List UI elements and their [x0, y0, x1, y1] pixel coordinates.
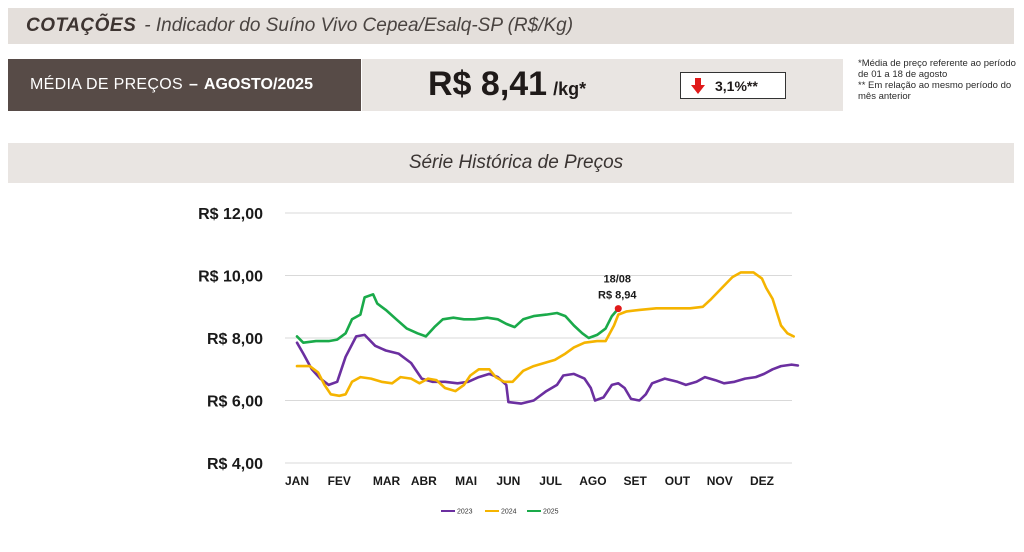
x-tick-label: NOV — [707, 474, 733, 488]
x-tick-label: JUL — [539, 474, 562, 488]
series-line-2024 — [295, 271, 795, 398]
footnote-1: *Média de preço referente ao período de … — [858, 58, 1016, 80]
legend-label-2025: 2025 — [543, 509, 559, 516]
average-price-unit: /kg* — [553, 79, 587, 99]
header-title-rest: - Indicador do Suíno Vivo Cepea/Esalq-SP… — [144, 15, 574, 36]
series-title: Série Histórica de Preços — [408, 152, 624, 173]
x-tick-label: DEZ — [750, 474, 774, 488]
x-tick-label: OUT — [665, 474, 691, 488]
average-price-value: R$ 8,41 — [428, 65, 548, 103]
x-tick-label: SET — [624, 474, 648, 488]
x-tick-label: MAR — [373, 474, 401, 488]
average-price-month: AGOSTO/2025 — [203, 76, 313, 93]
average-price-value-wrap: R$ 8,41/kg* — [428, 65, 586, 104]
header-bar: COTAÇÕES - Indicador do Suíno Vivo Cepea… — [8, 8, 1014, 44]
legend-label-2023: 2023 — [457, 509, 473, 516]
y-tick-label: R$ 8,00 — [207, 331, 263, 348]
footnote-2: ** Em relação ao mesmo período do mês an… — [858, 80, 1012, 102]
series-title-bar: Série Histórica de Preços — [8, 143, 1014, 183]
legend-label-2024: 2024 — [501, 509, 517, 516]
average-price-label: MÉDIA DE PREÇOS — [30, 76, 183, 93]
annotation-date: 18/08 — [604, 274, 632, 286]
x-tick-label: AGO — [579, 474, 606, 488]
x-tick-label: JUN — [496, 474, 520, 488]
average-price-label-panel: MÉDIA DE PREÇOS – AGOSTO/2025 — [8, 59, 361, 111]
annotation-marker — [614, 305, 622, 313]
footnotes: *Média de preço referente ao período de … — [858, 58, 1022, 102]
y-tick-label: R$ 4,00 — [207, 456, 263, 473]
label-dash: – — [188, 76, 198, 93]
annotation-value: R$ 8,94 — [598, 290, 637, 302]
price-change-box: 3,1%** — [680, 72, 786, 99]
arrow-down-icon — [691, 77, 705, 94]
series-line-2023 — [295, 333, 800, 405]
price-change-value: 3,1%** — [715, 77, 758, 94]
x-tick-label: JAN — [285, 474, 309, 488]
x-tick-label: ABR — [411, 474, 437, 488]
price-history-chart: R$ 12,00 R$ 10,00 R$ 8,00 R$ 6,00 R$ 4,00 JAN… — [198, 206, 800, 516]
x-tick-label: FEV — [328, 474, 351, 488]
average-price-panel: R$ 8,41/kg* 3,1%** — [362, 59, 843, 111]
x-tick-label: MAI — [455, 474, 477, 488]
header-title-bold: COTAÇÕES — [26, 15, 137, 36]
y-tick-label: R$ 6,00 — [207, 394, 263, 411]
y-tick-label: R$ 12,00 — [198, 206, 263, 223]
y-tick-label: R$ 10,00 — [198, 269, 263, 286]
series-line-2025 — [295, 293, 620, 344]
